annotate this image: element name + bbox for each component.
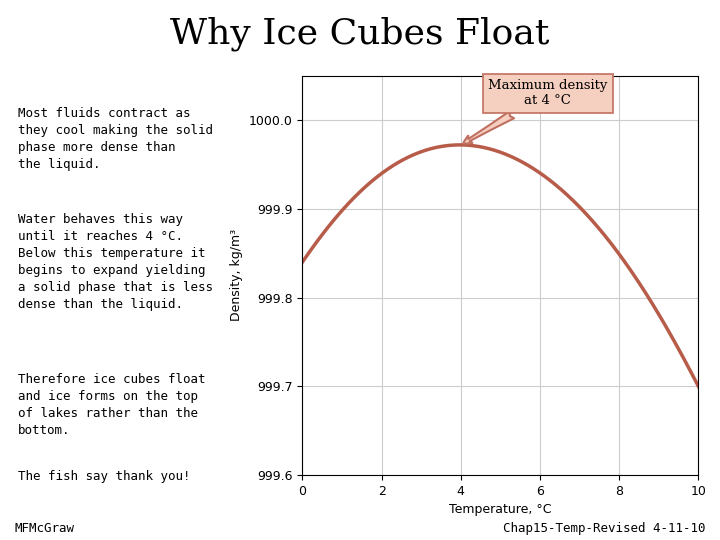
Text: Water behaves this way
until it reaches 4 °C.
Below this temperature it
begins t: Water behaves this way until it reaches … [17, 213, 212, 312]
Text: Maximum density
at 4 °C: Maximum density at 4 °C [463, 79, 608, 144]
X-axis label: Temperature, °C: Temperature, °C [449, 503, 552, 516]
Text: The fish say thank you!: The fish say thank you! [17, 470, 190, 483]
Text: Most fluids contract as
they cool making the solid
phase more dense than
the liq: Most fluids contract as they cool making… [17, 107, 212, 171]
Text: Chap15-Temp-Revised 4-11-10: Chap15-Temp-Revised 4-11-10 [503, 522, 706, 535]
Text: MFMcGraw: MFMcGraw [14, 522, 74, 535]
Y-axis label: Density, kg/m³: Density, kg/m³ [230, 230, 243, 321]
Text: Why Ice Cubes Float: Why Ice Cubes Float [171, 16, 549, 51]
Text: Therefore ice cubes float
and ice forms on the top
of lakes rather than the
bott: Therefore ice cubes float and ice forms … [17, 373, 205, 437]
